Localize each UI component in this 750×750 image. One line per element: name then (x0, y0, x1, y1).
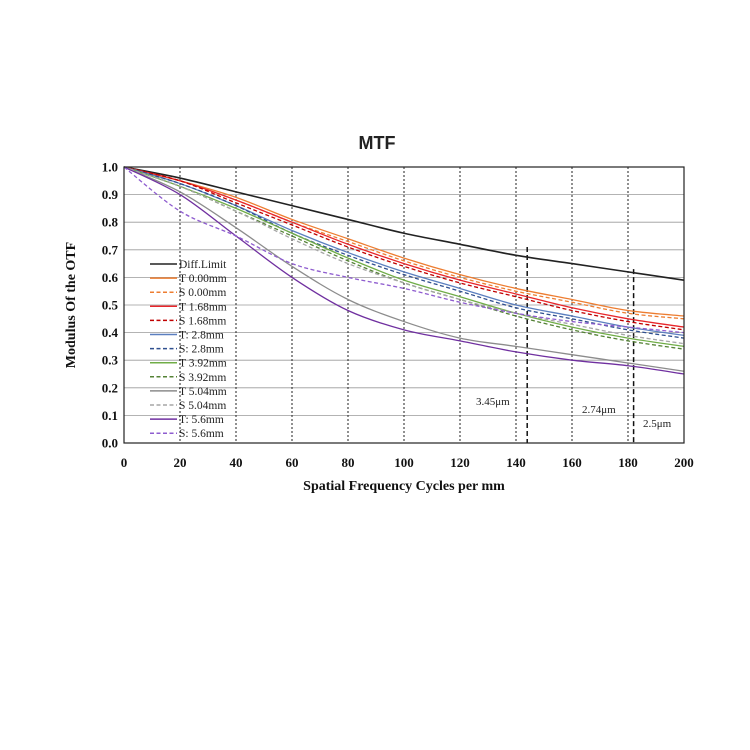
series-line-0 (123, 166, 685, 281)
x-tick-label: 20 (174, 455, 187, 470)
series-line-9 (123, 166, 685, 372)
y-tick-label: 0.0 (102, 436, 118, 451)
annotation-label-0: 3.45μm (476, 396, 510, 408)
legend-label-9: T 5.04mm (179, 386, 227, 398)
legend: Diff.Limit T 0.00mm S 0.00mm T 1.68mm S 1.68… (150, 259, 227, 440)
x-tick-label: 0 (121, 455, 128, 470)
y-tick-label: 0.2 (102, 380, 118, 395)
chart-title: MTF (359, 133, 396, 153)
legend-label-6: S: 2.8mm (179, 344, 224, 356)
x-tick-label: 120 (450, 455, 470, 470)
x-tick-label: 180 (618, 455, 638, 470)
series-line-7 (123, 166, 685, 348)
series-line-11 (123, 166, 685, 375)
legend-label-4: S 1.68mm (179, 315, 226, 327)
legend-label-0: Diff.Limit (179, 259, 227, 271)
y-tick-label: 0.4 (102, 325, 119, 340)
legend-label-2: S 0.00mm (179, 287, 226, 299)
series-lines (123, 166, 685, 375)
y-tick-label: 0.8 (102, 215, 119, 230)
series-line-4 (123, 166, 685, 331)
y-tick-label: 1.0 (102, 160, 118, 175)
y-tick-label: 0.5 (102, 298, 119, 313)
series-line-12 (123, 166, 685, 334)
series-line-8 (123, 166, 685, 350)
x-tick-label: 200 (674, 455, 694, 470)
x-tick-label: 100 (394, 455, 414, 470)
annotations: 3.45μm 2.74μm 2.5μm (476, 396, 672, 430)
series-line-3 (123, 166, 685, 328)
y-tick-label: 0.1 (102, 408, 118, 423)
legend-label-10: S 5.04mm (179, 400, 226, 412)
x-axis-label: Spatial Frequency Cycles per mm (303, 479, 505, 494)
y-axis-label: Modulus Of the OTF (64, 242, 79, 368)
y-tick-label: 0.7 (102, 242, 119, 257)
annotation-label-1: 2.74μm (582, 404, 616, 416)
legend-label-11: T: 5.6mm (179, 414, 224, 426)
legend-label-8: S 3.92mm (179, 372, 226, 384)
legend-label-3: T 1.68mm (179, 301, 227, 313)
plot-frame (123, 166, 685, 444)
y-tick-label: 0.3 (102, 353, 119, 368)
legend-label-7: T 3.92mm (179, 358, 227, 370)
axis-ticks: 0 20 40 60 80 100 120 140 160 180 200 0.0 0.1 0.2 0.3 0… (102, 160, 694, 471)
x-tick-label: 160 (562, 455, 582, 470)
y-tick-label: 0.9 (102, 187, 119, 202)
x-tick-label: 40 (230, 455, 243, 470)
legend-label-12: S: 5.6mm (179, 428, 224, 440)
legend-label-5: T: 2.8mm (179, 330, 224, 342)
legend-label-1: T 0.00mm (179, 273, 227, 285)
x-tick-label: 60 (286, 455, 299, 470)
y-tick-label: 0.6 (102, 270, 119, 285)
series-line-6 (123, 166, 685, 339)
resolution-markers (526, 247, 635, 443)
series-line-1 (123, 166, 685, 317)
x-tick-label: 80 (342, 455, 355, 470)
grid (124, 167, 684, 443)
x-tick-label: 140 (506, 455, 526, 470)
annotation-label-2: 2.5μm (643, 418, 672, 430)
